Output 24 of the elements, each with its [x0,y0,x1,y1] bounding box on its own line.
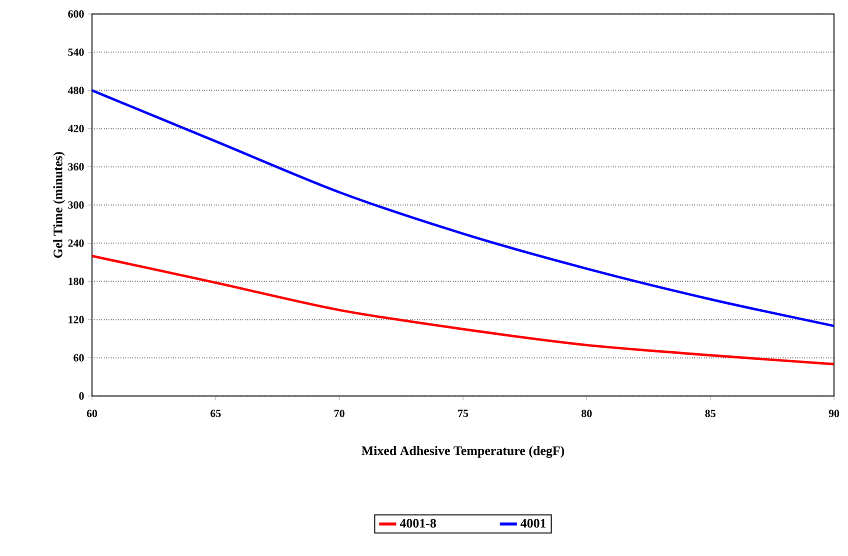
x-tick-label: 80 [582,410,592,418]
legend-label: 4001-8 [400,518,436,528]
x-tick-label: 60 [86,410,98,418]
x-tick-label: 65 [210,410,221,418]
y-tick-label: 240 [68,240,84,247]
x-axis-title: Mixed Adhesive Temperature (degF) [362,446,564,458]
y-tick-label: 120 [68,316,84,324]
y-axis-title: Gel Time (minutes) [53,152,65,258]
y-tick-label: 540 [68,48,84,56]
y-tick-label: 600 [68,10,84,18]
x-tick-label: 85 [705,410,716,418]
y-tick-label: 180 [68,278,84,286]
y-tick-label: 360 [68,163,84,170]
y-tick-label: 0 [79,392,84,400]
x-tick-label: 75 [458,410,468,418]
y-tick-label: 300 [68,201,84,209]
y-tick-label: 60 [74,354,84,362]
y-tick-label: 480 [68,86,84,94]
x-tick-label: 70 [334,410,344,418]
legend-label: 4001 [520,518,546,528]
line-series [92,254,834,366]
x-tick-label: 90 [828,410,840,418]
y-tick-label: 420 [68,124,84,132]
line-series [92,89,834,328]
